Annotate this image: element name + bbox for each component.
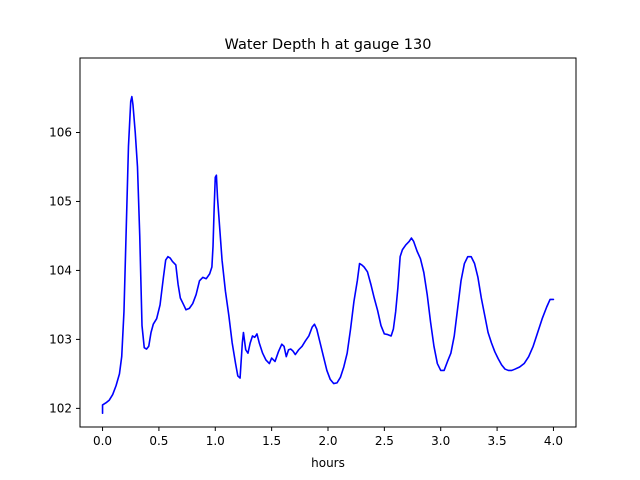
x-tick-label: 0.5 <box>149 434 168 448</box>
x-tick-label: 2.0 <box>318 434 337 448</box>
x-axis-label: hours <box>311 456 345 470</box>
y-tick-label: 106 <box>49 125 72 139</box>
x-axis: 0.0 0.5 1.0 1.5 2.0 2.5 3.0 3.5 4.0 <box>93 427 563 448</box>
x-tick-label: 3.5 <box>488 434 507 448</box>
chart-title: Water Depth h at gauge 130 <box>225 37 432 53</box>
series-line <box>101 95 555 415</box>
x-tick-label: 4.0 <box>544 434 563 448</box>
y-tick-label: 105 <box>49 194 72 208</box>
y-tick-label: 104 <box>49 263 72 277</box>
y-tick-label: 102 <box>49 401 72 415</box>
x-tick-label: 1.5 <box>262 434 281 448</box>
x-tick-label: 3.0 <box>431 434 450 448</box>
y-axis: 102 103 104 105 106 <box>49 125 80 415</box>
x-tick-label: 2.5 <box>375 434 394 448</box>
x-tick-label: 1.0 <box>206 434 225 448</box>
x-tick-label: 0.0 <box>93 434 112 448</box>
y-tick-label: 103 <box>49 332 72 346</box>
